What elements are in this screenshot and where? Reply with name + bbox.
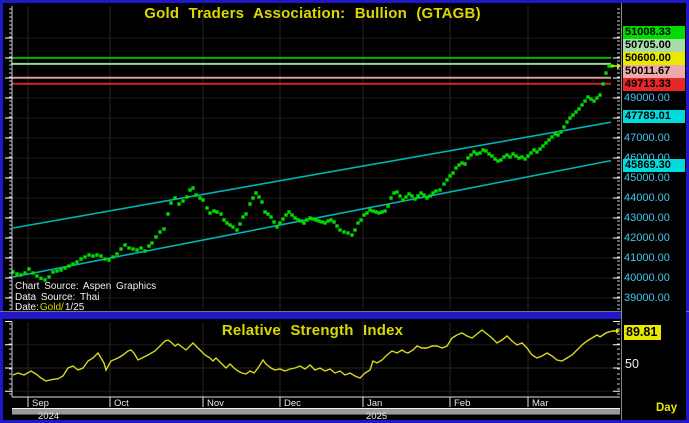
price-scale-label: 40000.00 bbox=[624, 271, 670, 284]
price-level-badge: 51008.33 bbox=[623, 26, 685, 39]
date-value: 1/25 bbox=[64, 302, 85, 313]
panel-separator[interactable] bbox=[0, 311, 689, 319]
price-scale-label: 39000.00 bbox=[624, 291, 670, 304]
month-label-mar: Mar bbox=[532, 398, 548, 409]
price-level-badge: 45869.30 bbox=[623, 159, 685, 172]
price-scale-label: 41000.00 bbox=[624, 251, 670, 264]
price-level-badge: 47789.01 bbox=[623, 110, 685, 123]
month-label-nov: Nov bbox=[207, 398, 224, 409]
month-label-oct: Oct bbox=[114, 398, 129, 409]
interval-day-label[interactable]: Day bbox=[656, 402, 678, 414]
year-label-2024: 2024 bbox=[38, 411, 59, 420]
price-scale-label: 42000.00 bbox=[624, 231, 670, 244]
price-axis-gutter[interactable]: 89.81 50 Day 49000.0048000.0047000.00460… bbox=[621, 3, 686, 420]
date-prefix: Date: bbox=[15, 302, 39, 313]
price-level-badge: 49713.33 bbox=[623, 78, 685, 91]
price-scale-label: 47000.00 bbox=[624, 131, 670, 144]
rsi-current-value-badge: 89.81 bbox=[624, 325, 661, 340]
month-label-dec: Dec bbox=[284, 398, 301, 409]
symbol-name: Gold/ bbox=[39, 302, 64, 313]
data-source-text: Data Source: Thai bbox=[15, 292, 100, 303]
month-label-sep: Sep bbox=[32, 398, 49, 409]
main-chart-title: Gold Traders Association: Bullion (GTAGB… bbox=[144, 5, 481, 22]
date-line: Date: Gold/ 1/25 bbox=[15, 302, 84, 313]
month-label-jan: Jan bbox=[367, 398, 382, 409]
price-scale-label: 43000.00 bbox=[624, 211, 670, 224]
rsi-mid-scale-label: 50 bbox=[625, 357, 639, 371]
price-scale-label: 49000.00 bbox=[624, 91, 670, 104]
month-label-feb: Feb bbox=[454, 398, 470, 409]
chart-source-text: Chart Source: Aspen Graphics bbox=[15, 281, 157, 292]
rsi-chart-title: Relative Strength Index bbox=[221, 322, 404, 339]
rsi-chart[interactable]: Sep Oct Nov Dec Jan Feb Mar 2024 2025 bbox=[3, 318, 622, 420]
price-scale-label: 44000.00 bbox=[624, 191, 670, 204]
price-scale-label: 45000.00 bbox=[624, 171, 670, 184]
year-label-2025: 2025 bbox=[366, 411, 387, 420]
main-price-chart[interactable] bbox=[3, 3, 622, 311]
price-level-badge: 50705.00 bbox=[623, 39, 685, 52]
price-level-badge: 50011.67 bbox=[623, 65, 685, 78]
price-level-badge: 50600.00 bbox=[623, 52, 685, 65]
